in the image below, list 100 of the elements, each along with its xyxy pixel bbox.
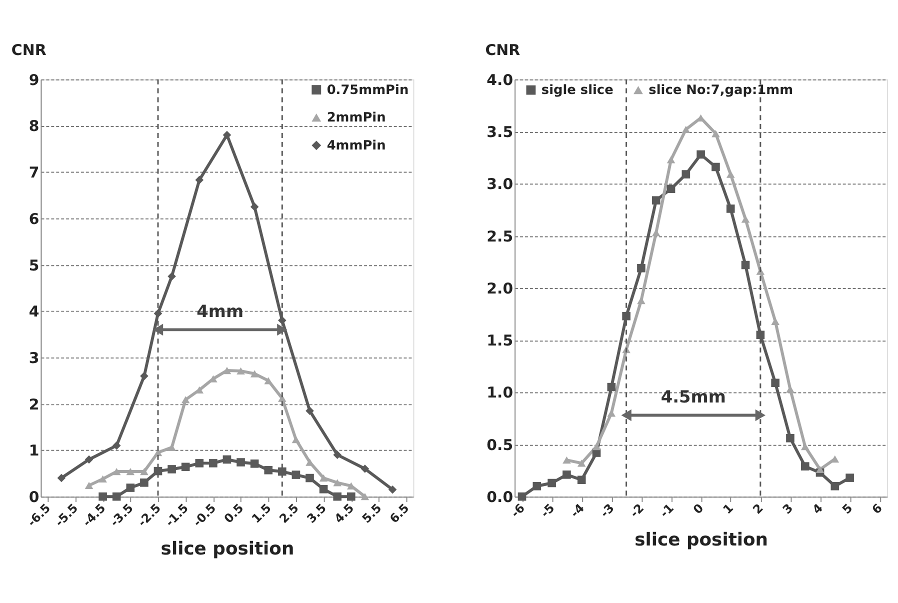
- point: [637, 264, 646, 272]
- x-tick-label: -3: [598, 501, 617, 520]
- point: [264, 377, 273, 384]
- y-tick-label: 3.0: [486, 175, 514, 194]
- legend-label: 4mmPin: [326, 138, 386, 154]
- x-tick-label: 5: [839, 501, 856, 517]
- y-axis-title: CNR: [11, 41, 47, 60]
- point: [250, 370, 259, 378]
- legend-label: 2mmPin: [326, 110, 386, 126]
- point: [800, 462, 810, 470]
- point: [741, 216, 750, 223]
- y-tick-label: 1: [28, 442, 40, 460]
- point: [562, 456, 571, 464]
- point: [154, 309, 162, 318]
- point: [195, 459, 204, 468]
- y-tick-label: 7: [28, 164, 40, 182]
- point: [306, 406, 314, 415]
- legend-label: slice No:7,gap:1mm: [648, 83, 794, 98]
- point: [319, 485, 328, 494]
- x-tick-label: -5: [538, 501, 558, 520]
- point: [140, 372, 148, 380]
- x-tick-label: 2: [750, 501, 766, 517]
- point: [548, 478, 556, 488]
- point: [236, 367, 245, 375]
- point: [518, 492, 526, 501]
- point: [577, 460, 586, 467]
- point: [712, 130, 720, 138]
- point: [771, 378, 780, 388]
- point: [306, 474, 314, 482]
- x-axis-title: slice position: [634, 529, 768, 550]
- legend-label: 0.75mmPin: [326, 82, 409, 98]
- point: [532, 482, 542, 490]
- point: [84, 482, 94, 490]
- point: [57, 474, 66, 482]
- point: [98, 475, 107, 483]
- point: [222, 366, 232, 374]
- point: [347, 492, 356, 501]
- point: [168, 272, 176, 281]
- point: [126, 468, 135, 476]
- point: [195, 176, 204, 184]
- point: [816, 466, 824, 474]
- y-tick-label: 1.5: [486, 332, 514, 350]
- y-tick-label: 6: [28, 210, 40, 228]
- y-tick-label: 3: [28, 348, 40, 367]
- x-tick-label: 3: [780, 501, 796, 517]
- point: [786, 434, 794, 442]
- y-tick-label: 9: [28, 70, 40, 89]
- x-tick-label: 2.5: [276, 501, 302, 526]
- x-tick-label: 4.5: [332, 501, 357, 526]
- point: [209, 459, 218, 468]
- point: [830, 482, 840, 490]
- annotation: 4.5mm: [660, 386, 726, 406]
- point: [140, 478, 148, 487]
- point: [236, 458, 245, 466]
- point: [622, 312, 630, 320]
- y-tick-label: 3.5: [486, 122, 514, 141]
- point: [577, 476, 586, 484]
- point: [360, 492, 370, 500]
- x-tick-label: 5.5: [359, 501, 384, 526]
- point: [168, 465, 176, 474]
- x-tick-label: 3.5: [304, 501, 329, 526]
- y-tick-label: 4.0: [486, 70, 514, 89]
- point: [292, 470, 300, 479]
- y-tick-label: 2.5: [486, 227, 514, 246]
- y-tick-label: 4: [28, 302, 40, 321]
- point: [682, 126, 690, 134]
- point: [846, 474, 854, 482]
- x-axis-title: slice position: [160, 538, 294, 560]
- x-tick-label: 6.5: [386, 501, 412, 526]
- annotation: 4mm: [196, 300, 244, 321]
- point: [112, 492, 121, 501]
- y-tick-label: 1.0: [486, 384, 514, 402]
- point: [666, 184, 676, 194]
- y-tick-label: 2.0: [486, 279, 514, 298]
- x-tick-label: 1.5: [248, 501, 274, 526]
- point: [112, 441, 121, 450]
- point: [84, 455, 94, 464]
- x-tick-label: -1: [657, 501, 676, 520]
- y-tick-label: 0.5: [486, 436, 514, 454]
- y-tick-label: 5: [28, 256, 40, 274]
- point: [333, 450, 342, 460]
- y-tick-label: 2: [28, 395, 40, 414]
- point: [98, 492, 107, 501]
- point: [726, 204, 735, 213]
- point: [181, 396, 190, 404]
- point: [264, 466, 273, 474]
- point: [592, 442, 601, 450]
- x-tick-label: 4: [810, 501, 826, 517]
- x-tick-label: -2: [627, 501, 647, 520]
- legend-label: sigle slice: [541, 83, 614, 98]
- point: [140, 468, 148, 476]
- x-tick-label: 0.5: [221, 501, 246, 526]
- point: [319, 474, 328, 482]
- x-tick-label: 1: [720, 501, 736, 517]
- y-axis-title: CNR: [485, 41, 521, 60]
- point: [333, 479, 342, 486]
- point: [112, 468, 121, 476]
- point: [607, 382, 616, 392]
- point: [181, 462, 190, 472]
- point: [360, 464, 370, 473]
